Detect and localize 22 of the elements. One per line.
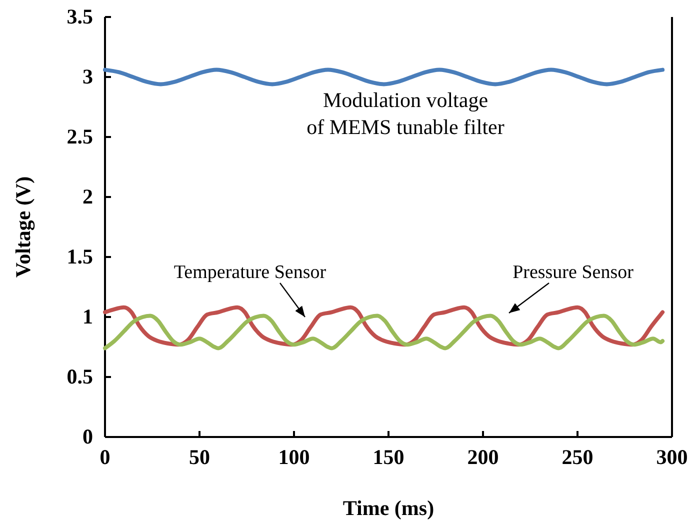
- x-tick-label: 0: [100, 444, 110, 469]
- y-tick-label: 2.5: [66, 124, 93, 149]
- y-tick-label: 1.5: [66, 244, 93, 269]
- y-tick-label: 1: [82, 304, 93, 329]
- x-tick-label: 300: [656, 444, 688, 469]
- y-tick-label: 3: [82, 64, 93, 89]
- line-series: [103, 68, 665, 86]
- x-tick-label: 250: [562, 444, 594, 469]
- x-tick-label: 100: [278, 444, 310, 469]
- y-tick-label: 2: [82, 184, 93, 209]
- x-tick-label: 200: [467, 444, 499, 469]
- x-tick-label: 150: [372, 444, 404, 469]
- y-tick-label: 0: [82, 424, 93, 449]
- y-tick-label: 0.5: [66, 364, 93, 389]
- x-axis-title: Time (ms): [342, 496, 434, 520]
- y-axis-title: Voltage (V): [11, 176, 35, 278]
- y-tick-label: 3.5: [66, 4, 93, 29]
- annotation: Modulation voltage of MEMS tunable filter: [306, 88, 504, 139]
- annotation: Temperature Sensor: [174, 262, 327, 283]
- x-tick-label: 50: [189, 444, 210, 469]
- line-series: [103, 314, 665, 350]
- annotation: Pressure Sensor: [512, 262, 634, 283]
